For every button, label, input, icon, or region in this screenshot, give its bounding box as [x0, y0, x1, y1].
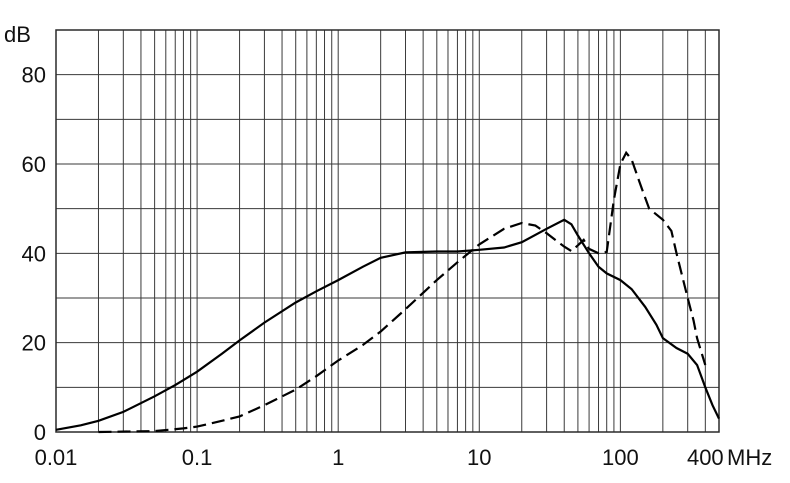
x-tick-label: 100: [602, 445, 639, 470]
series-layer: [55, 150, 720, 434]
y-unit-label: dB: [4, 22, 31, 47]
series-line-dashed: [98, 150, 707, 434]
x-tick-label: 1: [332, 445, 344, 470]
x-unit-label: MHz: [727, 445, 772, 470]
x-tick-label: 0.1: [182, 445, 213, 470]
y-tick-label: 60: [22, 152, 46, 177]
series-line-solid: [55, 218, 720, 431]
plot-frame: [55, 29, 720, 433]
y-tick-label: 20: [22, 331, 46, 356]
y-tick-label: 80: [22, 63, 46, 88]
tick-labels: 0.01 0.1 1 10 100 400 0 20 40 60 80: [22, 63, 724, 470]
x-tick-label: 0.01: [35, 445, 78, 470]
y-tick-label: 40: [22, 241, 46, 266]
x-tick-label: 400: [687, 445, 724, 470]
x-tick-label: 10: [467, 445, 491, 470]
grid: [56, 30, 719, 432]
y-tick-label: 0: [34, 420, 46, 445]
